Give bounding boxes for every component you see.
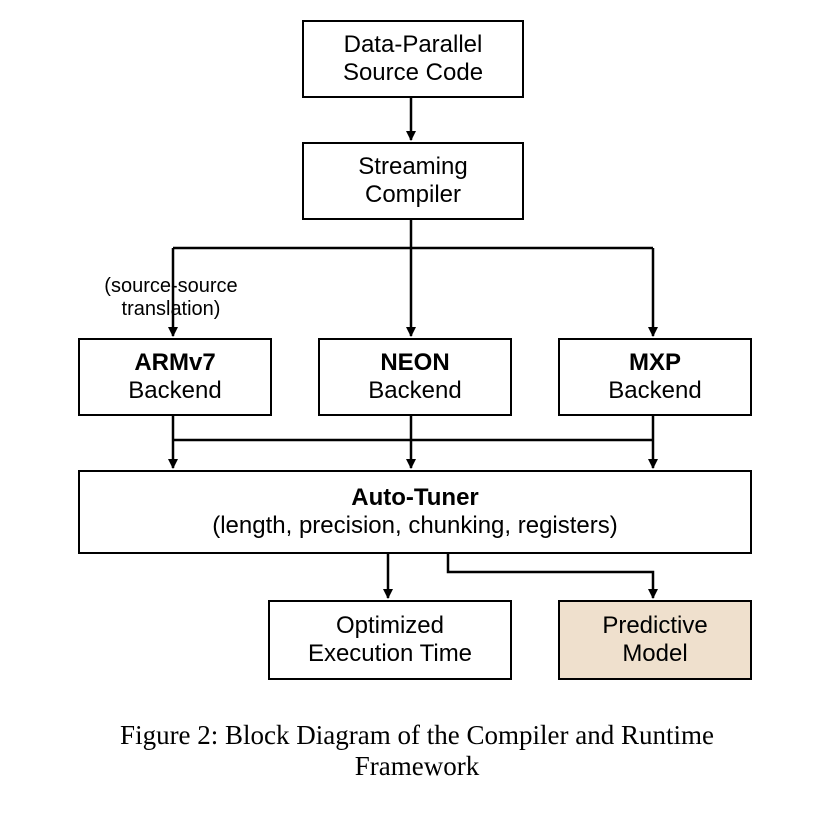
node-pred-l2: Model	[560, 640, 750, 668]
node-source-code-l2: Source Code	[304, 59, 522, 87]
caption-l1: Figure 2: Block Diagram of the Compiler …	[50, 720, 784, 751]
figure-caption: Figure 2: Block Diagram of the Compiler …	[50, 720, 784, 782]
annotation-l1: (source-source	[76, 275, 266, 298]
node-source-code: Data-Parallel Source Code	[302, 20, 524, 98]
node-autotuner-bold: Auto-Tuner	[351, 484, 479, 511]
node-armv7-plain: Backend	[80, 377, 270, 405]
node-pred-l1: Predictive	[560, 612, 750, 640]
node-opt-l1: Optimized	[270, 612, 510, 640]
node-mxp-bold: MXP	[629, 349, 681, 376]
node-neon-bold: NEON	[380, 349, 449, 376]
node-autotuner-sub: (length, precision, chunking, registers)	[80, 512, 750, 540]
node-opt-l2: Execution Time	[270, 640, 510, 668]
node-mxp-plain: Backend	[560, 377, 750, 405]
node-compiler-l1: Streaming	[304, 153, 522, 181]
node-auto-tuner: Auto-Tuner (length, precision, chunking,…	[78, 470, 752, 554]
node-mxp-backend: MXP Backend	[558, 338, 752, 416]
node-streaming-compiler: Streaming Compiler	[302, 142, 524, 220]
translation-annotation: (source-source translation)	[76, 275, 266, 321]
node-armv7-bold: ARMv7	[134, 349, 215, 376]
node-armv7-backend: ARMv7 Backend	[78, 338, 272, 416]
caption-l2: Framework	[50, 751, 784, 782]
node-compiler-l2: Compiler	[304, 181, 522, 209]
node-neon-backend: NEON Backend	[318, 338, 512, 416]
node-neon-plain: Backend	[320, 377, 510, 405]
node-optimized-execution-time: Optimized Execution Time	[268, 600, 512, 680]
node-predictive-model: Predictive Model	[558, 600, 752, 680]
annotation-l2: translation)	[76, 298, 266, 321]
node-source-code-l1: Data-Parallel	[304, 31, 522, 59]
